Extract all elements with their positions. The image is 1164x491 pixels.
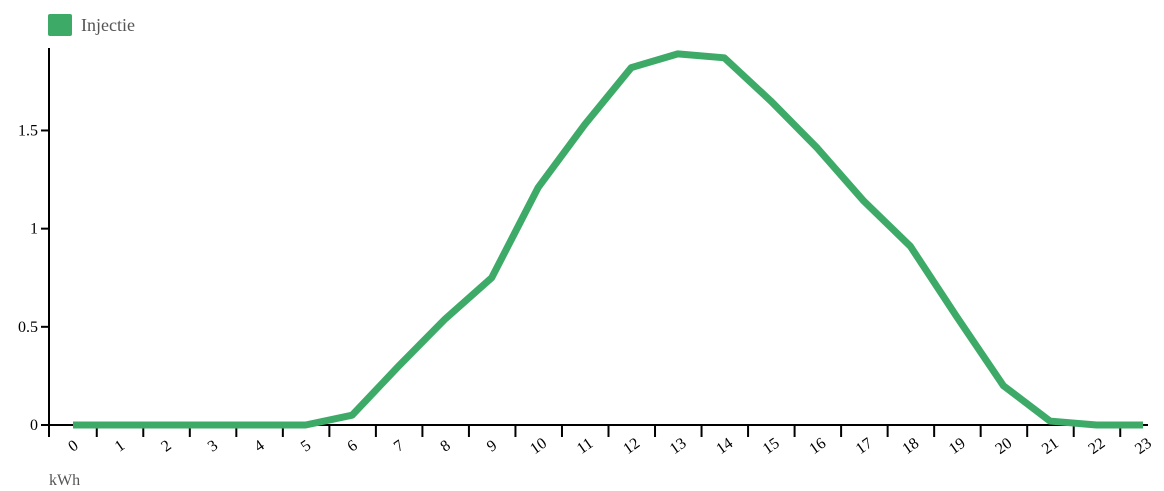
x-tick-label: 12 [620,435,643,458]
x-tick-label: 17 [853,435,876,458]
x-tick-label: 10 [527,435,550,458]
chart-legend: Injectie [48,14,135,36]
axes: 00.511.50 1 2 3 4 5 6 7 8 9 10 11 12 13 14 15 16 17 18 19 20… [18,48,1155,458]
y-unit-label: kWh [49,472,81,489]
x-tick-label: 20 [992,435,1015,458]
x-tick-label: 2 [158,437,174,456]
y-tick-label: 0.5 [18,319,38,336]
x-tick-label: 8 [437,437,453,456]
x-tick-label: 4 [251,437,267,456]
y-tick-label: 0 [30,417,38,434]
x-tick-label: 9 [484,437,500,456]
x-tick-label: 15 [760,435,783,458]
x-tick-label: 21 [1039,435,1062,458]
x-tick-label: 16 [806,435,829,458]
series-line-injectie [73,50,1143,429]
x-tick-label: 11 [574,435,596,458]
legend-swatch [48,14,72,36]
series-layer [73,50,1143,429]
x-tick-label: 5 [298,437,314,456]
x-tick-label: 3 [205,437,221,456]
legend-label: Injectie [81,15,135,35]
x-tick-label: 22 [1085,435,1108,458]
x-tick-label: 13 [667,435,690,458]
x-tick-label: 1 [112,437,128,456]
x-tick-label: 7 [391,437,407,456]
x-tick-label: 6 [344,437,360,456]
x-tick-label: 14 [713,435,736,458]
y-tick-label: 1.5 [18,122,38,139]
x-tick-label: 18 [899,435,922,458]
x-tick-label: 19 [946,435,969,458]
x-tick-label: 23 [1132,435,1155,458]
y-tick-label: 1 [30,221,38,238]
x-tick-label: 0 [65,437,81,456]
